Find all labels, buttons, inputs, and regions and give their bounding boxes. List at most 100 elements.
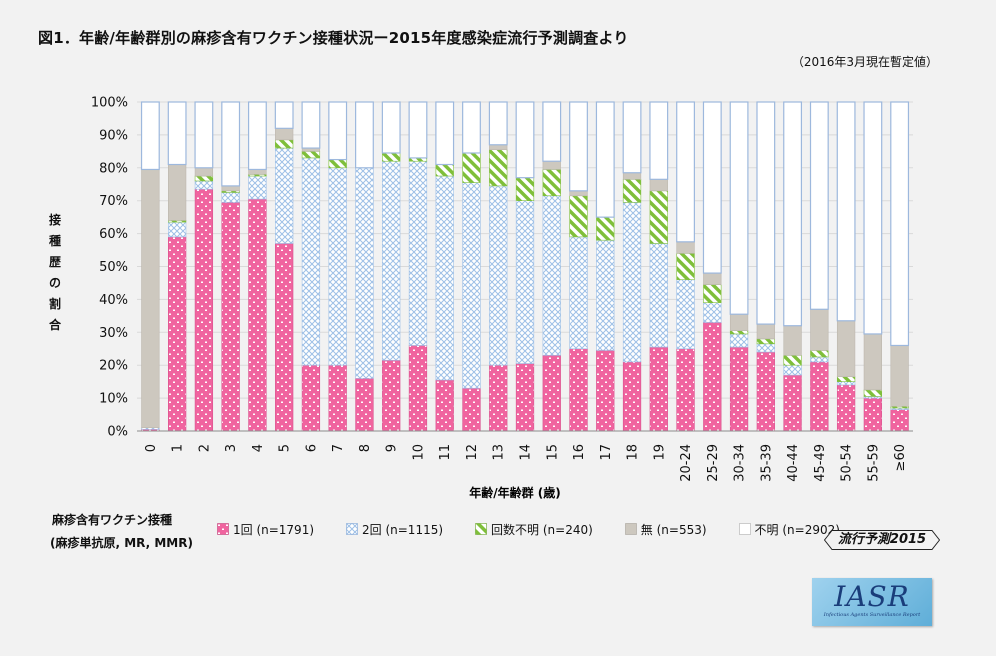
bar-segment bbox=[890, 101, 910, 347]
bar-segment bbox=[810, 356, 829, 363]
bar-segment bbox=[355, 101, 374, 169]
bar-segment bbox=[328, 101, 348, 161]
bar-segment bbox=[756, 351, 775, 432]
iasr-logo: IASR Infectious Agents Surveillance Repo… bbox=[812, 578, 932, 626]
legend-label-unknown: 不明 (n=2902) bbox=[754, 522, 840, 537]
bar-segment bbox=[462, 101, 481, 154]
bar-segment bbox=[783, 325, 802, 356]
bar-segment bbox=[248, 169, 267, 175]
bar-segment bbox=[515, 200, 535, 364]
y-tick-label: 20% bbox=[99, 359, 128, 374]
legend-label-two-dose: 2回 (n=1115) bbox=[362, 522, 444, 537]
legend-item-two-dose: 2回 (n=1115) bbox=[346, 521, 443, 538]
bar-segment bbox=[462, 387, 481, 432]
bar-segment bbox=[863, 333, 882, 391]
legend-title: 麻疹含有ワクチン接種 bbox=[52, 513, 173, 527]
legend-swatch-unknown bbox=[738, 523, 751, 535]
bar-segment bbox=[542, 101, 562, 162]
x-tick-label: 1 bbox=[171, 444, 186, 452]
bar-segment bbox=[462, 182, 481, 389]
bar-segment bbox=[301, 157, 321, 366]
legend: 1回 (n=1791) 2回 (n=1115) 回数不明 (n=240) 無 (… bbox=[217, 521, 872, 537]
bar-segment bbox=[382, 359, 401, 432]
bar-segment bbox=[703, 302, 722, 323]
bar-segment bbox=[275, 128, 294, 141]
bar-segment bbox=[890, 409, 909, 432]
legend-label-one-dose: 1回 (n=1791) bbox=[233, 522, 315, 537]
bar-segment bbox=[569, 101, 588, 192]
bar-segment bbox=[569, 190, 588, 197]
y-tick-label: 80% bbox=[99, 161, 128, 176]
x-tick-label: 5 bbox=[278, 444, 293, 452]
bar-segment bbox=[489, 185, 508, 366]
x-tick-label: 9 bbox=[385, 444, 400, 452]
x-tick-label: 12 bbox=[465, 444, 480, 461]
bar-segment bbox=[221, 185, 240, 192]
bar-segment bbox=[890, 345, 909, 407]
y-tick-label: 60% bbox=[99, 227, 128, 242]
bar-segment bbox=[488, 101, 508, 146]
legend-swatch-one-dose bbox=[217, 523, 229, 535]
bar-segment bbox=[221, 101, 241, 187]
logo-subtext: Infectious Agents Surveillance Report bbox=[823, 612, 921, 618]
bar-segment bbox=[194, 167, 214, 177]
bar-segment bbox=[622, 179, 642, 203]
data-status-note: （2016年3月現在暫定値） bbox=[791, 55, 938, 69]
bar-segment bbox=[489, 364, 508, 432]
bar-segment bbox=[649, 101, 669, 180]
x-tick-label: 40-44 bbox=[786, 444, 801, 482]
bar-segment bbox=[569, 236, 588, 350]
bar-segment bbox=[783, 355, 802, 366]
bar-segment bbox=[382, 160, 401, 361]
bar-segment bbox=[515, 177, 535, 201]
bar-segment bbox=[810, 361, 829, 432]
bar-segment bbox=[194, 175, 214, 182]
badge-frame bbox=[824, 530, 940, 550]
bar-segment bbox=[301, 101, 321, 149]
bar-segment bbox=[649, 346, 668, 432]
bar-stacks bbox=[140, 101, 910, 432]
x-tick-label: 4 bbox=[251, 444, 266, 452]
y-tick-label: 50% bbox=[99, 260, 128, 275]
x-tick-label: 20-24 bbox=[679, 444, 694, 482]
bar-segment bbox=[756, 323, 775, 340]
y-tick-label: 100% bbox=[91, 96, 128, 111]
bar-segment bbox=[863, 101, 883, 335]
bar-segment bbox=[168, 164, 187, 221]
y-axis-ticks: 0% 10% 20% 30% 40% 50% 60% 70% 80% 90% 100% bbox=[91, 96, 128, 440]
bar-segment bbox=[596, 350, 615, 432]
bar-segment bbox=[836, 376, 856, 382]
bar-segment bbox=[836, 381, 856, 386]
bar-segment bbox=[435, 101, 455, 166]
bar-segment bbox=[676, 101, 695, 243]
bar-segment bbox=[676, 241, 695, 254]
bar-segment bbox=[569, 195, 588, 238]
legend-item-unknown: 不明 (n=2902) bbox=[738, 521, 840, 538]
x-tick-label: 30-34 bbox=[733, 444, 748, 482]
bar-segment bbox=[168, 236, 187, 432]
bar-segment bbox=[167, 101, 187, 166]
x-tick-label: 10 bbox=[411, 444, 426, 461]
x-tick-label: 35-39 bbox=[759, 444, 774, 482]
x-tick-label: 11 bbox=[438, 444, 453, 461]
bar-segment bbox=[435, 164, 454, 177]
bar-segment bbox=[676, 279, 695, 350]
bar-segment bbox=[489, 149, 508, 187]
x-tick-label: 19 bbox=[652, 444, 667, 461]
bar-segment bbox=[221, 202, 240, 432]
bar-segment bbox=[729, 333, 749, 348]
x-tick-label: 13 bbox=[492, 444, 507, 461]
bar-segment bbox=[622, 202, 642, 363]
bar-segment bbox=[408, 101, 428, 159]
bar-segment bbox=[649, 179, 668, 192]
bar-segment bbox=[783, 101, 803, 327]
bar-segment bbox=[622, 101, 642, 174]
x-tick-label: 2 bbox=[197, 444, 212, 452]
bar-segment bbox=[729, 330, 749, 335]
bar-segment bbox=[756, 101, 776, 325]
bar-segment bbox=[221, 192, 240, 203]
bar-segment bbox=[194, 180, 214, 190]
x-tick-label: 18 bbox=[626, 444, 641, 461]
bar-segment bbox=[247, 101, 267, 171]
bar-segment bbox=[810, 350, 829, 358]
